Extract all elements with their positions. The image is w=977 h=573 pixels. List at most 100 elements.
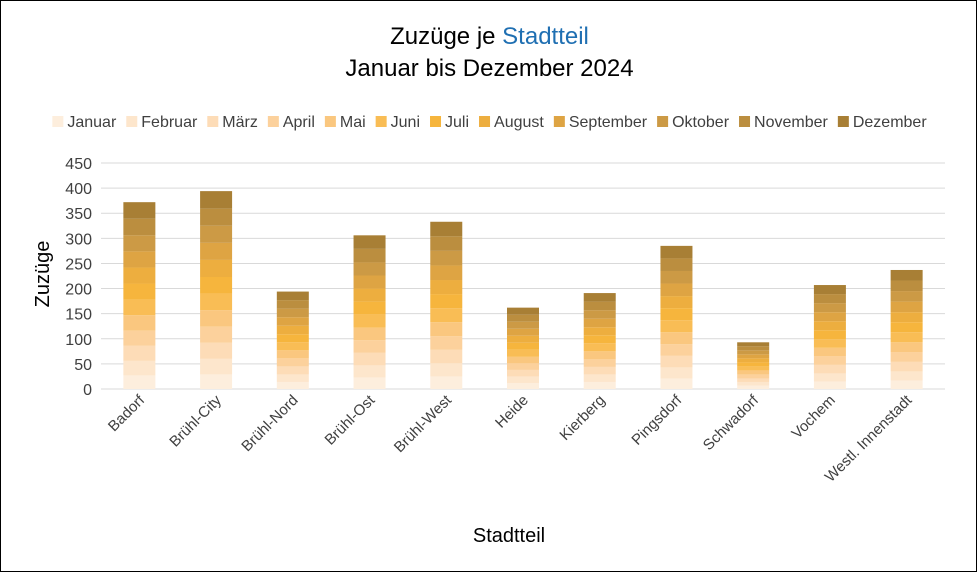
bar-segment-oktober — [737, 350, 770, 355]
legend-item-januar: Januar — [52, 114, 117, 131]
bar-segment-märz — [737, 378, 770, 382]
legend-item-august: August — [479, 114, 544, 131]
bar-segment-august — [890, 312, 923, 323]
y-axis-ticks: 0 50 100 150 200 250 300 350 400 450 — [65, 156, 92, 399]
bar-segment-juli — [890, 322, 923, 333]
bar-segment-september — [890, 301, 923, 313]
bar-segment-dezember — [430, 221, 463, 237]
bar-segment-januar — [430, 376, 463, 389]
bar-segment-mai — [813, 347, 846, 357]
bar-segment-dezember — [507, 307, 539, 315]
legend-label: Oktober — [672, 114, 730, 131]
x-tick-label: Heide — [492, 392, 532, 432]
bar-segment-juli — [430, 294, 463, 309]
bar-segment-november — [813, 294, 846, 304]
bar-segment-januar — [583, 381, 616, 389]
legend-label: Februar — [141, 114, 198, 131]
bar-segment-april — [737, 374, 770, 379]
bar-segment-juni — [276, 342, 309, 351]
bar-segment-oktober — [353, 262, 386, 276]
bar-segment-september — [430, 265, 463, 281]
legend-label: Juni — [391, 114, 420, 131]
bar-segment-mai — [507, 356, 539, 364]
bar-segment-mai — [276, 350, 309, 359]
bar-segment-november — [430, 236, 463, 251]
bar-segment-juli — [507, 342, 539, 350]
y-tick-label: 200 — [65, 282, 92, 299]
bar-segment-august — [660, 296, 693, 309]
bar-segment-november — [276, 300, 309, 309]
legend-label: Dezember — [853, 114, 927, 131]
x-tick-label: Brühl-Ost — [322, 391, 379, 448]
bar-segment-dezember — [200, 191, 233, 209]
legend-item-april: April — [267, 114, 315, 131]
bar-segment-juli — [200, 277, 233, 294]
bar-segment-februar — [200, 358, 233, 375]
bar-segment-dezember — [737, 342, 770, 347]
bar-segment-september — [276, 317, 309, 326]
bar-segment-dezember — [890, 269, 923, 281]
y-axis-label: Zuzüge — [32, 241, 54, 308]
y-tick-label: 50 — [74, 357, 92, 374]
bar-segment-juni — [583, 343, 616, 352]
bar-segment-juli — [353, 301, 386, 315]
chart-title-block: Zuzüge je Stadtteil Januar bis Dezember … — [1, 21, 977, 85]
bars — [123, 191, 923, 389]
legend-label: April — [283, 114, 315, 131]
legend-label: September — [569, 114, 648, 131]
y-tick-label: 0 — [83, 382, 92, 399]
bar-segment-november — [890, 280, 923, 292]
bar-segment-dezember — [123, 202, 156, 219]
bar-segment-august — [507, 335, 539, 343]
chart-title: Zuzüge je Stadtteil — [1, 21, 977, 53]
bar-segment-april — [890, 352, 923, 362]
legend-swatch — [126, 116, 138, 127]
bar-segment-august — [200, 259, 233, 278]
bar-segment-märz — [276, 366, 309, 375]
legend-label: November — [754, 114, 828, 131]
bar-segment-september — [813, 312, 846, 322]
legend-swatch — [657, 116, 669, 127]
legend-label: August — [494, 114, 544, 131]
bar-segment-märz — [123, 345, 156, 361]
bar-segment-oktober — [123, 235, 156, 252]
bar-segment-februar — [813, 373, 846, 382]
bar-segment-januar — [890, 380, 923, 389]
bar-segment-januar — [737, 385, 770, 389]
x-tick-label: Vochem — [788, 392, 838, 442]
bar-segment-september — [123, 251, 156, 268]
bar-segment-februar — [737, 381, 770, 386]
bar-segment-august — [737, 358, 770, 363]
bar-segment-august — [813, 321, 846, 331]
legend-item-mai: Mai — [324, 114, 366, 131]
bar-segment-januar — [276, 381, 309, 389]
bar-segment-juni — [430, 308, 463, 323]
bar-segment-september — [353, 275, 386, 289]
bar-segment-juni — [353, 314, 386, 328]
bar-segment-oktober — [660, 270, 693, 284]
bar-segment-juli — [123, 283, 156, 300]
legend-item-oktober: Oktober — [657, 114, 730, 131]
bar-segment-april — [200, 326, 233, 343]
bar-segment-märz — [583, 366, 616, 375]
bar-segment-august — [583, 327, 616, 336]
bar-segment-märz — [660, 355, 693, 368]
bar-segment-august — [430, 280, 463, 295]
bar-segment-oktober — [583, 310, 616, 319]
bar-segment-dezember — [353, 235, 386, 249]
x-tick-label: Brühl-Nord — [238, 392, 301, 455]
legend-label: Januar — [67, 114, 117, 131]
bar-segment-mai — [583, 351, 616, 360]
bar-segment-august — [123, 267, 156, 284]
legend-item-september: September — [553, 114, 648, 131]
bar-segment-mai — [200, 310, 233, 327]
x-axis-ticks: Badorf Brühl-City Brühl-Nord Brühl-Ost Brühl… — [105, 391, 916, 485]
bar-segment-september — [200, 242, 233, 260]
bar-segment-april — [123, 330, 156, 346]
bar-segment-november — [507, 314, 539, 322]
bar-segment-märz — [353, 352, 386, 366]
legend-item-juli: Juli — [430, 114, 469, 131]
y-tick-label: 350 — [65, 206, 92, 223]
legend-swatch — [207, 116, 219, 127]
